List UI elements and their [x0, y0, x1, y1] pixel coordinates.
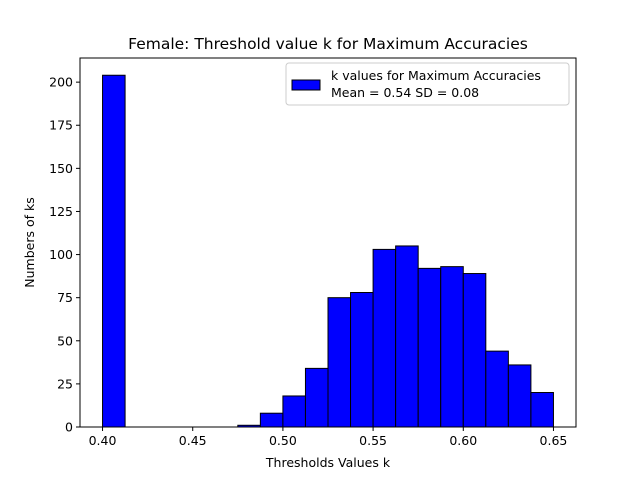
y-tick-label: 25	[57, 376, 73, 391]
legend: k values for Maximum Accuracies Mean = 0…	[285, 62, 570, 106]
x-axis-label: Thresholds Values k	[265, 455, 391, 470]
legend-box	[285, 62, 570, 106]
histogram-bar	[327, 297, 352, 428]
y-tick-label: 100	[49, 247, 73, 262]
legend-stats: Mean = 0.54 SD = 0.08	[331, 85, 479, 100]
y-tick-label: 125	[49, 204, 73, 219]
legend-label: k values for Maximum Accuracies	[331, 68, 541, 83]
y-tick-label: 0	[65, 420, 73, 435]
histogram-bar	[440, 266, 464, 428]
x-tick-label: 0.45	[179, 433, 207, 448]
histogram-bar	[282, 395, 306, 428]
y-tick-label: 75	[57, 290, 73, 305]
legend-swatch	[291, 79, 321, 91]
x-tick-label: 0.55	[359, 433, 387, 448]
y-axis-label: Numbers of ks	[22, 197, 37, 287]
histogram-bar	[462, 273, 487, 428]
histogram-bar	[485, 350, 509, 428]
y-tick-label: 200	[49, 75, 73, 90]
y-tick-label: 175	[49, 118, 73, 133]
axes-frame	[79, 57, 577, 428]
y-tick-label: 50	[57, 333, 73, 348]
x-tick-label: 0.60	[449, 433, 477, 448]
histogram-bar	[350, 292, 374, 428]
x-tick-label: 0.40	[89, 433, 117, 448]
y-axis: 0 25 50 75 100 125 150 175 200	[49, 75, 80, 435]
chart-title: Female: Threshold value k for Maximum Ac…	[128, 35, 528, 53]
histogram-bar	[304, 367, 329, 428]
histogram-bar	[530, 392, 554, 428]
histogram-bar	[395, 245, 419, 428]
histogram-bar	[417, 267, 442, 428]
histogram-bar	[259, 412, 284, 428]
y-tick-label: 150	[49, 161, 73, 176]
x-tick-label: 0.65	[540, 433, 568, 448]
histogram-bar	[507, 364, 532, 428]
histogram-bar	[102, 74, 126, 428]
histogram-bar	[372, 248, 397, 428]
bars-group	[102, 74, 554, 428]
x-axis: 0.40 0.45 0.50 0.55 0.60 0.65	[89, 427, 568, 448]
x-tick-label: 0.50	[269, 433, 297, 448]
